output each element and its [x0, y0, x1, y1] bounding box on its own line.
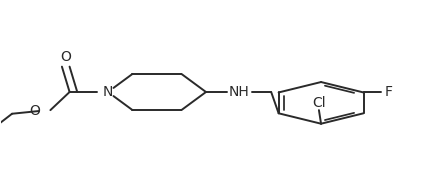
Text: F: F: [385, 85, 393, 100]
Text: N: N: [103, 85, 113, 99]
Text: NH: NH: [229, 85, 250, 99]
Text: O: O: [29, 104, 39, 118]
Text: Cl: Cl: [312, 95, 326, 109]
Text: O: O: [60, 50, 71, 64]
